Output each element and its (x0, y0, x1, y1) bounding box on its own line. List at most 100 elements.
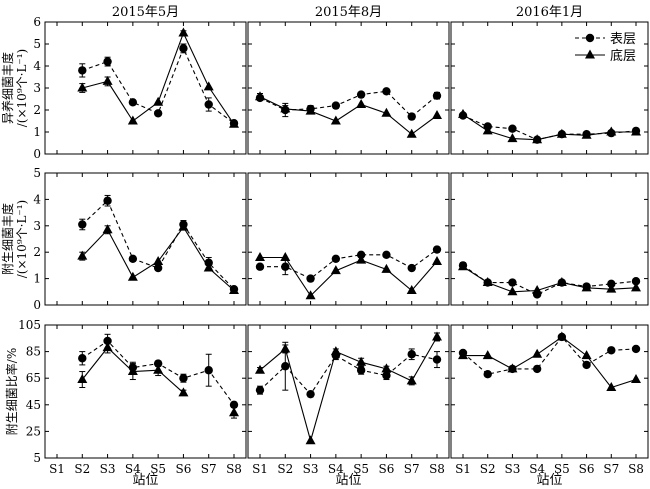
y-tick-label: 1 (33, 125, 41, 139)
x-tick-label: S6 (378, 462, 394, 476)
data-point-surface (382, 250, 391, 260)
y-tick-label: 2 (33, 245, 41, 259)
y-tick-label: 4 (33, 59, 41, 73)
y-tick-label: 0 (33, 147, 41, 161)
data-point-surface (153, 263, 163, 273)
panel-frame (44, 172, 247, 306)
data-point-surface (631, 277, 641, 286)
data-point-surface (582, 130, 591, 139)
legend-label: 底层 (610, 48, 636, 64)
data-point-surface (179, 44, 188, 53)
data-point-surface (458, 111, 468, 120)
series-line-surface (81, 199, 235, 290)
panel: 0 1 2 3 4 5 (33, 166, 247, 312)
data-point-bottom (153, 364, 164, 374)
data-point-bottom (330, 115, 341, 125)
x-axis-label: 站位 (335, 473, 361, 488)
y-tick-label: 5 (33, 451, 41, 465)
data-point-surface (432, 245, 442, 254)
data-point-bottom (77, 82, 88, 92)
data-point-bottom (381, 107, 392, 117)
data-point-bottom (255, 364, 265, 374)
x-tick-label: S8 (429, 462, 445, 476)
data-point-bottom (631, 374, 641, 384)
data-point-surface (483, 278, 492, 287)
y-tick-label: 65 (26, 371, 41, 385)
panel (247, 172, 450, 306)
series-line-bottom (260, 256, 438, 297)
x-tick-label: S1 (49, 462, 65, 476)
y-tick-label: 3 (33, 219, 41, 233)
panel: S1 S2 S3 S4 S5 S6 S7 S8 (450, 324, 649, 476)
x-tick-label: S3 (100, 462, 116, 476)
data-point-bottom (127, 271, 138, 281)
data-point-bottom (432, 110, 442, 119)
data-point-bottom (178, 387, 189, 397)
data-point-bottom (406, 375, 417, 385)
x-tick-label: S5 (353, 462, 369, 476)
x-tick-label: S1 (455, 462, 471, 476)
data-point-bottom (102, 342, 113, 352)
data-point-bottom (203, 262, 214, 272)
data-point-surface (306, 274, 315, 283)
data-point-bottom (482, 350, 493, 360)
data-point-bottom (356, 254, 367, 264)
data-point-bottom (127, 115, 138, 125)
data-point-bottom (280, 251, 291, 261)
data-point-surface (103, 336, 112, 346)
data-point-bottom (381, 363, 392, 373)
data-point-bottom (102, 224, 113, 234)
y-axis-label: /(×10⁹个·L⁻¹) (15, 49, 29, 127)
legend-label: 表层 (610, 32, 636, 47)
data-point-surface (255, 262, 265, 271)
data-point-bottom (432, 331, 442, 341)
data-point-surface (557, 332, 567, 342)
data-point-surface (407, 112, 416, 121)
y-axis-label: /(×10⁹个·L⁻¹) (15, 200, 29, 278)
data-point-bottom (305, 290, 316, 300)
data-point-surface (153, 109, 163, 118)
data-point-surface (255, 93, 265, 103)
series-line-bottom (462, 266, 637, 293)
data-point-surface (631, 126, 641, 136)
x-tick-label: S2 (480, 462, 496, 476)
data-point-bottom (280, 343, 291, 353)
data-point-bottom (153, 255, 164, 265)
data-point-surface (281, 362, 290, 371)
y-tick-label: 6 (33, 15, 41, 29)
data-point-surface (356, 90, 366, 99)
y-axis-label: 附生细菌丰度 (0, 203, 15, 275)
data-point-surface (631, 344, 641, 354)
y-tick-label: 1 (33, 272, 41, 286)
series-line-bottom (259, 336, 438, 443)
y-tick-label: 2 (33, 103, 41, 117)
data-point-surface (153, 359, 163, 368)
data-point-bottom (102, 75, 113, 85)
data-point-surface (306, 389, 315, 399)
panel-frame (44, 21, 247, 155)
panel-frame (450, 324, 649, 459)
data-point-surface (128, 254, 138, 263)
data-point-bottom (255, 251, 265, 261)
data-point-surface (582, 282, 591, 291)
series-line-bottom (259, 96, 438, 135)
x-tick-label: S7 (404, 462, 420, 476)
panel-frame (44, 324, 247, 459)
data-point-surface (432, 91, 442, 100)
x-tick-label: S7 (201, 462, 217, 476)
data-point-bottom (606, 283, 617, 293)
panel: 5 25 45 65 85 105 S1 S2 S3 S4 S5 S6 S7 S8 (18, 318, 247, 476)
legend-marker (585, 33, 595, 43)
data-point-surface (78, 354, 87, 363)
data-point-surface (179, 374, 188, 383)
data-point-surface (382, 371, 391, 380)
data-point-surface (532, 364, 542, 374)
data-point-surface (407, 350, 416, 359)
data-point-bottom (77, 250, 88, 260)
x-tick-label: S7 (603, 462, 619, 476)
panel (450, 21, 649, 155)
data-point-surface (255, 385, 265, 395)
data-point-surface (229, 119, 239, 128)
data-point-bottom (507, 133, 518, 143)
